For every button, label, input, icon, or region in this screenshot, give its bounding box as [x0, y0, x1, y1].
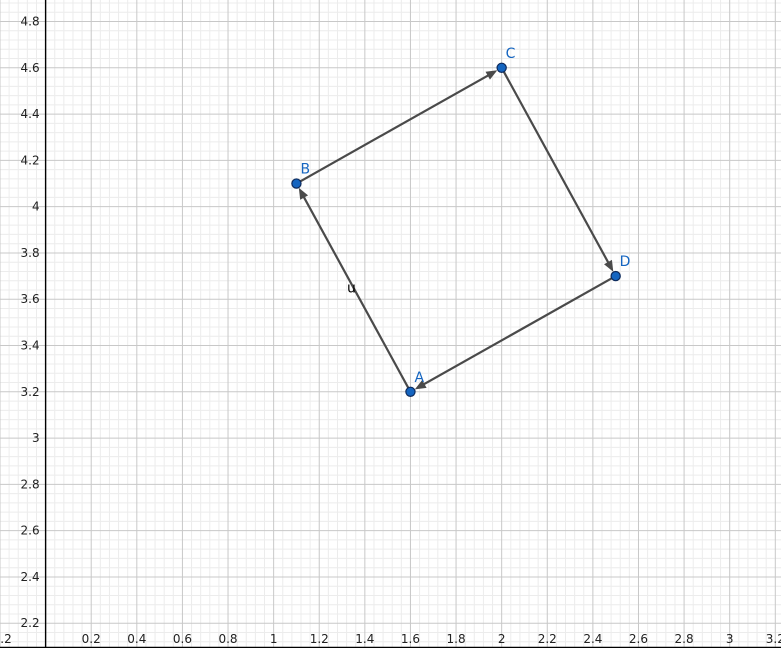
x-tick-label: 1.4: [355, 632, 374, 646]
y-tick-label: 4.2: [21, 153, 40, 167]
vector-AB: [303, 196, 412, 393]
x-tick-label: 0.2: [82, 632, 101, 646]
vector-arrowhead-BC: [485, 70, 498, 80]
points: A B C D: [291, 46, 631, 398]
y-tick-label: 4.4: [21, 107, 40, 121]
y-tick-label: 4.6: [21, 61, 40, 75]
vector-arrowhead-DA: [414, 380, 427, 390]
x-tick-label: 2.2: [538, 632, 557, 646]
point-label-A: A: [414, 370, 424, 386]
x-tick-label: 3: [726, 632, 734, 646]
point-D[interactable]: [610, 270, 621, 282]
y-tick-label: 2.6: [21, 524, 40, 538]
x-tick-label: 3.2: [766, 632, 781, 646]
y-tick-label: 3.4: [21, 339, 40, 353]
x-tick-label: 2.4: [583, 632, 602, 646]
x-tick-label: 0.4: [127, 632, 146, 646]
point-label-C: C: [506, 46, 516, 62]
x-tick-label: 2: [498, 632, 506, 646]
vector-CD: [500, 66, 610, 264]
y-tick-label: 2.4: [21, 570, 40, 584]
x-tick-label: 0.8: [218, 632, 237, 646]
x-tick-label: 1.6: [401, 632, 420, 646]
x-tick-label: 1.2: [310, 632, 329, 646]
point-B[interactable]: [291, 178, 302, 189]
y-tick-label: 3.2: [21, 385, 40, 399]
vectors: u: [295, 66, 617, 393]
y-tick-label: 3: [32, 431, 40, 445]
x-tick-label: 0.6: [173, 632, 192, 646]
x-tick-label: -0.2: [0, 632, 12, 646]
x-tick-label: 2.8: [675, 632, 694, 646]
point-C[interactable]: [496, 62, 507, 74]
y-tick-label: 2.2: [21, 616, 40, 630]
y-tick-label: 4.8: [21, 15, 40, 29]
vector-arrowhead-AB: [298, 187, 309, 200]
point-label-B: B: [300, 162, 310, 178]
vector-BC: [295, 74, 489, 185]
x-tick-label: 2.6: [629, 632, 648, 646]
point-label-D: D: [620, 254, 631, 270]
y-tick-label: 3.8: [21, 246, 40, 260]
y-tick-label: 3.6: [21, 292, 40, 306]
x-tick-label: 1.8: [447, 632, 466, 646]
y-tick-label: 2.8: [21, 477, 40, 491]
tick-labels: -0.2 0.2 0.4 0.6 0.8 1 1.2 1.4 1.6 1.8 2 2.2 2.4 2.6 2…: [0, 15, 781, 646]
vector-DA: [423, 274, 617, 386]
point-A[interactable]: [405, 386, 416, 398]
vector-arrowhead-CD: [604, 259, 614, 272]
vector-label-AB: u: [347, 281, 356, 297]
y-tick-label: 4: [32, 200, 40, 214]
x-tick-label: 1: [270, 632, 278, 646]
